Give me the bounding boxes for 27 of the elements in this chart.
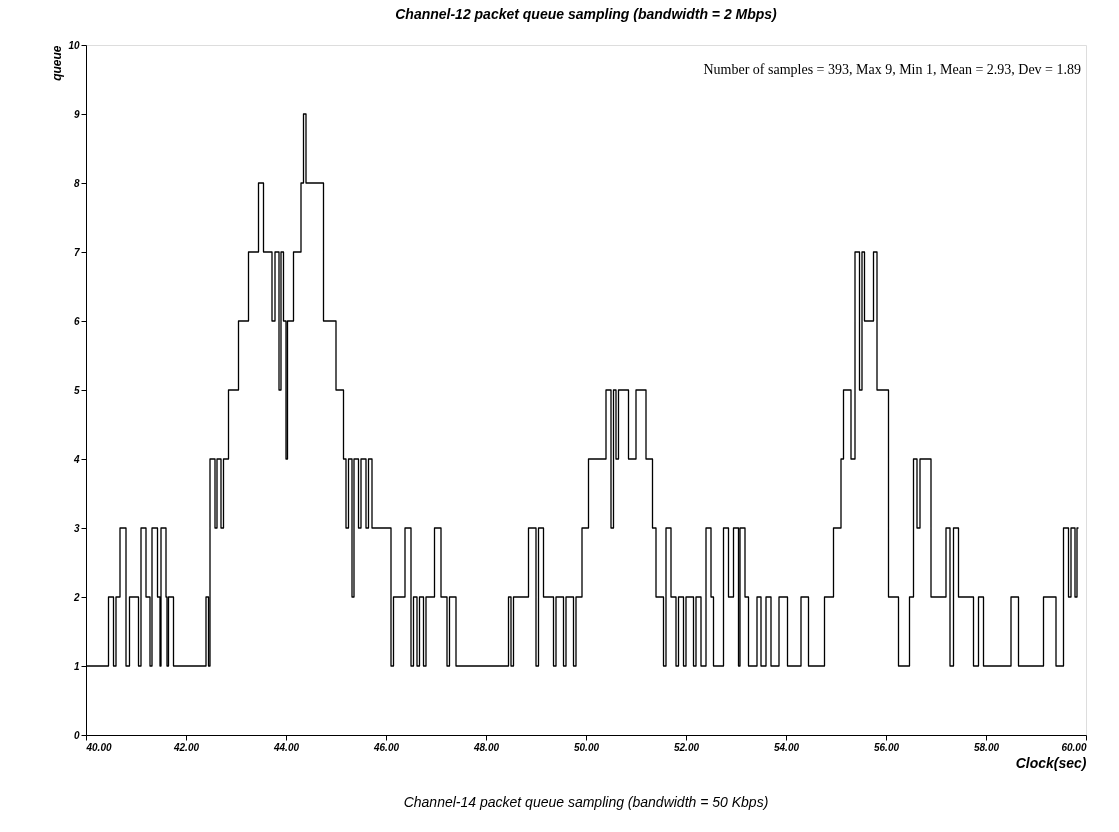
x-tick-label: 60.00 (1061, 741, 1087, 753)
y-tick-label: 6 (73, 315, 80, 327)
x-tick-label: 46.00 (372, 741, 400, 753)
y-tick-label: 2 (72, 591, 80, 603)
y-tick-label: 0 (73, 729, 80, 741)
x-tick-label: 44.00 (272, 741, 300, 753)
y-tick-label: 4 (72, 453, 80, 465)
text: Channel-14 packet queue sampling (bandwidth = 50 Kbps) (403, 794, 769, 810)
y-tick-label: 10 (68, 39, 80, 51)
annotation: Number of samples = 393, Max 9, Min 1, Mean = 2.93, Dev = 1.89 (703, 62, 1081, 77)
x-tick-label: 52.00 (673, 741, 700, 753)
x-tick-label: 54.00 (773, 741, 800, 753)
x-tick-label: 56.00 (873, 741, 900, 753)
x-tick-label: 40.00 (85, 741, 112, 753)
x-tick-label: 48.00 (472, 741, 500, 753)
x-tick-label: 42.00 (172, 741, 200, 753)
y-tick-label: 7 (73, 246, 80, 258)
chart-title: Channel-12 packet queue sampling (bandwidth = 2 Mbps) (395, 6, 778, 22)
y-tick-label: 9 (73, 108, 80, 120)
x-tick-label: 58.00 (973, 741, 1000, 753)
y-tick-label: 8 (73, 177, 80, 189)
y-axis-title: queue (50, 45, 65, 81)
y-tick-label: 1 (73, 660, 80, 672)
y-tick-label: 3 (73, 522, 80, 534)
x-axis-title: Clock(sec) (1015, 754, 1087, 771)
y-tick-label: 5 (73, 384, 80, 396)
x-tick-label: 50.00 (573, 741, 600, 753)
